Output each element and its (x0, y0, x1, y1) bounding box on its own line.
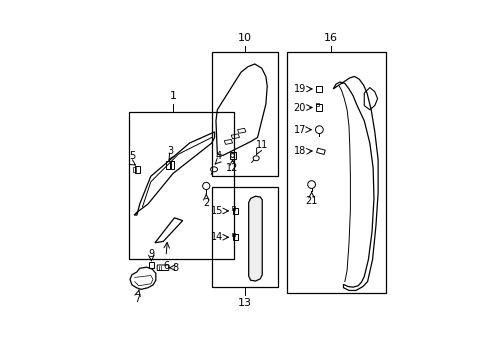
Text: 16: 16 (324, 33, 337, 43)
Text: 10: 10 (238, 33, 251, 43)
Text: 3: 3 (167, 146, 173, 156)
Text: 21: 21 (305, 195, 317, 206)
Bar (231, 207, 234, 210)
Bar (315, 103, 318, 107)
Bar (170, 161, 173, 169)
Bar (231, 233, 234, 236)
Polygon shape (248, 196, 262, 281)
Bar (148, 262, 154, 268)
Text: 19: 19 (293, 84, 305, 94)
Text: 6: 6 (163, 261, 169, 271)
Bar (316, 86, 322, 92)
Text: 18: 18 (293, 146, 305, 156)
Bar (128, 112, 233, 260)
Text: 17: 17 (293, 125, 305, 135)
Bar (316, 104, 322, 111)
Bar (211, 187, 278, 287)
Bar (229, 152, 235, 158)
Text: 2: 2 (203, 198, 209, 208)
Bar (232, 208, 238, 214)
Bar (316, 148, 325, 154)
Text: 7: 7 (134, 294, 141, 304)
Bar (232, 234, 238, 240)
Text: 14: 14 (210, 232, 223, 242)
Bar (135, 166, 140, 174)
Text: 4: 4 (215, 151, 221, 161)
Bar (286, 51, 386, 293)
Text: 1: 1 (169, 91, 176, 102)
Text: 5: 5 (129, 151, 135, 161)
Bar (166, 161, 170, 169)
Text: 8: 8 (172, 263, 178, 273)
Bar (211, 51, 278, 176)
Text: 13: 13 (238, 298, 251, 308)
Text: 20: 20 (293, 103, 305, 113)
Bar (133, 167, 135, 172)
Text: 9: 9 (148, 249, 154, 258)
Text: 15: 15 (210, 206, 223, 216)
Text: 12: 12 (226, 163, 238, 173)
Text: 11: 11 (255, 140, 267, 150)
